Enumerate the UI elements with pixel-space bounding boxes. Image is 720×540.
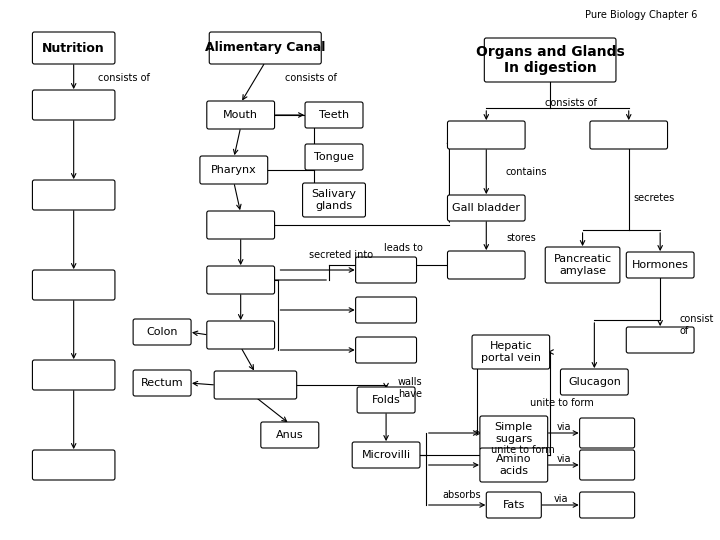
- Text: Mouth: Mouth: [223, 110, 258, 120]
- Text: Gall bladder: Gall bladder: [452, 203, 521, 213]
- FancyBboxPatch shape: [357, 387, 415, 413]
- Text: via: via: [557, 454, 571, 464]
- Text: Tongue: Tongue: [314, 152, 354, 162]
- Text: Fats: Fats: [503, 500, 525, 510]
- Text: Nutrition: Nutrition: [42, 42, 105, 55]
- FancyBboxPatch shape: [480, 416, 548, 450]
- Text: Simple
sugars: Simple sugars: [495, 422, 533, 444]
- Text: Organs and Glands
In digestion: Organs and Glands In digestion: [476, 45, 624, 75]
- Text: via: via: [553, 494, 567, 504]
- Text: Pancreatic
amylase: Pancreatic amylase: [554, 254, 611, 276]
- FancyBboxPatch shape: [302, 183, 366, 217]
- FancyBboxPatch shape: [352, 442, 420, 468]
- FancyBboxPatch shape: [580, 450, 634, 480]
- FancyBboxPatch shape: [448, 195, 525, 221]
- Text: Microvilli: Microvilli: [361, 450, 410, 460]
- Text: via: via: [557, 422, 571, 432]
- FancyBboxPatch shape: [32, 450, 115, 480]
- FancyBboxPatch shape: [486, 492, 541, 518]
- Text: Folds: Folds: [372, 395, 400, 405]
- FancyBboxPatch shape: [207, 101, 274, 129]
- FancyBboxPatch shape: [305, 144, 363, 170]
- Text: consists of: consists of: [285, 73, 337, 83]
- Text: stores: stores: [506, 233, 536, 243]
- Text: Hormones: Hormones: [631, 260, 688, 270]
- FancyBboxPatch shape: [480, 448, 548, 482]
- Text: walls
have: walls have: [398, 377, 423, 399]
- Text: Glucagon: Glucagon: [568, 377, 621, 387]
- Text: Hepatic
portal vein: Hepatic portal vein: [481, 341, 541, 363]
- Text: consists of: consists of: [98, 73, 150, 83]
- Text: absorbs: absorbs: [443, 490, 482, 500]
- Text: Teeth: Teeth: [319, 110, 349, 120]
- Text: Pure Biology Chapter 6: Pure Biology Chapter 6: [585, 10, 698, 20]
- Text: secretes: secretes: [634, 193, 675, 203]
- FancyBboxPatch shape: [560, 369, 629, 395]
- FancyBboxPatch shape: [200, 156, 268, 184]
- FancyBboxPatch shape: [133, 370, 191, 396]
- Text: Anus: Anus: [276, 430, 304, 440]
- FancyBboxPatch shape: [356, 337, 417, 363]
- FancyBboxPatch shape: [210, 32, 321, 64]
- FancyBboxPatch shape: [545, 247, 620, 283]
- FancyBboxPatch shape: [207, 211, 274, 239]
- Text: Rectum: Rectum: [141, 378, 184, 388]
- Text: contains: contains: [506, 167, 547, 177]
- FancyBboxPatch shape: [207, 266, 274, 294]
- FancyBboxPatch shape: [32, 90, 115, 120]
- Text: Alimentary Canal: Alimentary Canal: [205, 42, 325, 55]
- FancyBboxPatch shape: [626, 252, 694, 278]
- FancyBboxPatch shape: [626, 327, 694, 353]
- FancyBboxPatch shape: [448, 121, 525, 149]
- FancyBboxPatch shape: [580, 492, 634, 518]
- Text: Pharynx: Pharynx: [211, 165, 257, 175]
- FancyBboxPatch shape: [32, 180, 115, 210]
- FancyBboxPatch shape: [485, 38, 616, 82]
- FancyBboxPatch shape: [214, 371, 297, 399]
- FancyBboxPatch shape: [590, 121, 667, 149]
- FancyBboxPatch shape: [356, 297, 417, 323]
- FancyBboxPatch shape: [32, 32, 115, 64]
- FancyBboxPatch shape: [32, 360, 115, 390]
- FancyBboxPatch shape: [207, 321, 274, 349]
- FancyBboxPatch shape: [305, 102, 363, 128]
- FancyBboxPatch shape: [580, 418, 634, 448]
- FancyBboxPatch shape: [133, 319, 191, 345]
- FancyBboxPatch shape: [356, 257, 417, 283]
- Text: Amino
acids: Amino acids: [496, 454, 531, 476]
- FancyBboxPatch shape: [32, 270, 115, 300]
- Text: secreted into: secreted into: [309, 250, 373, 260]
- Text: unite to form: unite to form: [531, 398, 594, 408]
- Text: Colon: Colon: [146, 327, 178, 337]
- Text: Salivary
glands: Salivary glands: [312, 189, 356, 211]
- Text: consists of: consists of: [545, 98, 597, 108]
- FancyBboxPatch shape: [472, 335, 549, 369]
- FancyBboxPatch shape: [448, 251, 525, 279]
- Text: consist
of: consist of: [680, 314, 714, 336]
- FancyBboxPatch shape: [261, 422, 319, 448]
- Text: unite to form: unite to form: [491, 445, 555, 455]
- Text: leads to: leads to: [384, 243, 423, 253]
